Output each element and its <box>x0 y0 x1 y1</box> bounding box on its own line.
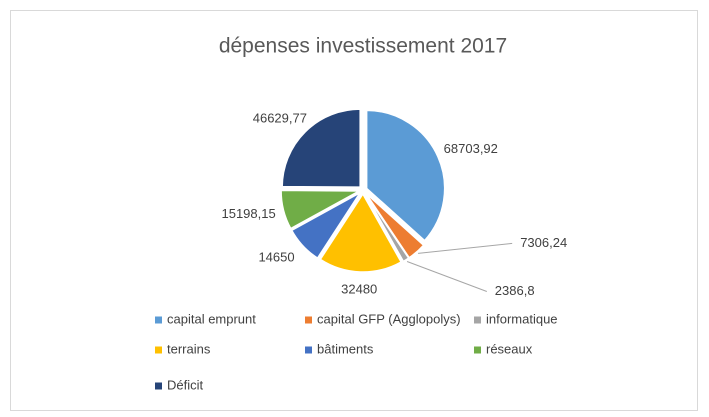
pie-slice <box>290 192 361 260</box>
chart-title: dépenses investissement 2017 <box>219 35 507 58</box>
data-label: 2386,8 <box>495 283 535 298</box>
leader-line <box>406 261 487 292</box>
legend-label: Déficit <box>167 377 204 392</box>
pie-slice <box>280 189 363 230</box>
legend-label: réseaux <box>486 341 533 356</box>
legend-swatch <box>155 382 162 390</box>
leader-line <box>418 242 513 254</box>
legend-swatch <box>155 316 162 324</box>
data-label: 14650 <box>258 249 294 264</box>
pie-slice <box>364 192 410 263</box>
legend-label: capital emprunt <box>167 311 256 326</box>
data-label: 46629,77 <box>253 110 307 125</box>
legend-label: terrains <box>167 341 211 356</box>
legend-swatch <box>305 346 312 354</box>
data-label: 68703,92 <box>444 141 498 156</box>
pie-slice <box>281 108 361 188</box>
legend-swatch <box>305 316 312 324</box>
data-label: 15198,15 <box>221 206 275 221</box>
pie-slice <box>365 109 446 242</box>
data-label: 7306,24 <box>520 235 567 250</box>
pie-slice <box>319 192 403 273</box>
legend-swatch <box>474 346 481 354</box>
legend-label: capital GFP (Agglopolys) <box>317 311 461 326</box>
data-label: 32480 <box>341 281 377 296</box>
legend-swatch <box>474 316 481 324</box>
legend-label: bâtiments <box>317 341 374 356</box>
legend-swatch <box>155 346 162 354</box>
legend-label: informatique <box>486 311 558 326</box>
